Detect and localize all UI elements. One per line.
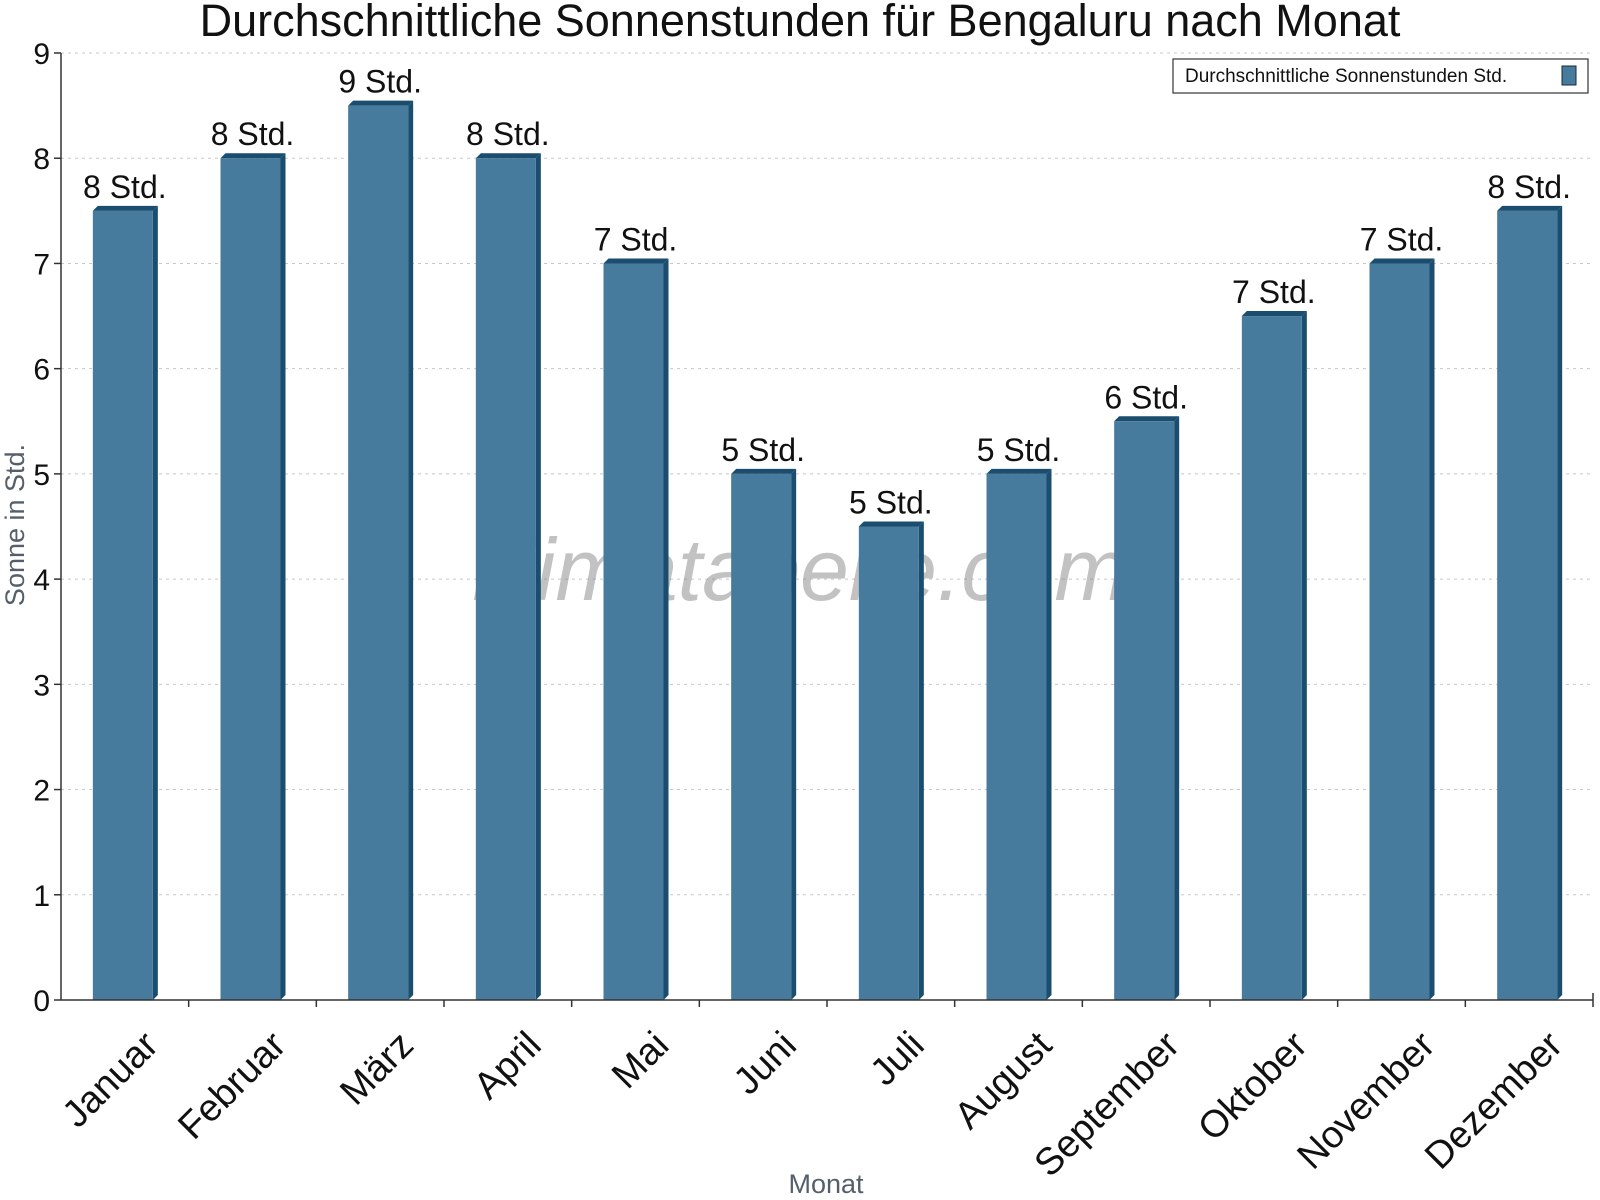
bar-side <box>535 153 541 1000</box>
bar-top <box>220 153 286 159</box>
bar-front <box>348 105 409 1001</box>
data-labels: 8 Std. 8 Std. 9 Std. 8 Std. 7 Std. 5 Std. 5 St… <box>83 64 1571 521</box>
bar-front <box>220 158 281 1000</box>
bar-September <box>1114 416 1180 1000</box>
x-axis-title: Monat <box>788 1169 864 1199</box>
x-tick-label: Juli <box>863 1024 933 1094</box>
y-tick-label: 0 <box>33 985 50 1018</box>
bar-top <box>475 153 541 159</box>
x-tick-label: März <box>332 1024 421 1113</box>
bar-top <box>603 258 669 264</box>
bar-top <box>1114 416 1180 422</box>
y-tick-label: 1 <box>33 880 50 913</box>
bar-top <box>986 468 1052 474</box>
x-tick-label: Dezember <box>1417 1024 1571 1178</box>
bar-side <box>152 205 158 1001</box>
bar-side <box>408 100 414 1001</box>
x-tick-label: August <box>947 1024 1061 1138</box>
bar-side <box>1301 311 1307 1000</box>
bar-top <box>1497 205 1563 211</box>
legend-label: Durchschnittliche Sonnenstunden Std. <box>1185 66 1507 87</box>
data-label: 8 Std. <box>466 116 550 152</box>
data-label: 7 Std. <box>594 221 678 257</box>
bar-side <box>918 521 924 1000</box>
bar-top <box>92 205 158 211</box>
x-tick-label: April <box>466 1024 549 1107</box>
data-label: 8 Std. <box>211 116 295 152</box>
bar-front <box>1114 421 1175 1000</box>
bar-front <box>603 263 664 1000</box>
bar-top <box>858 521 924 527</box>
x-tick-label: Januar <box>55 1024 167 1136</box>
bar-front <box>858 526 919 1000</box>
x-tick-label: November <box>1290 1024 1444 1178</box>
bar-November <box>1369 258 1435 1000</box>
bar-April <box>475 153 541 1000</box>
legend: Durchschnittliche Sonnenstunden Std. <box>1172 58 1589 94</box>
bar-Oktober <box>1241 311 1307 1000</box>
x-tick-label: Februar <box>170 1024 294 1148</box>
bar-Juni <box>731 468 797 1000</box>
axes <box>54 52 1594 1007</box>
y-tick-label: 6 <box>33 354 50 387</box>
data-label: 5 Std. <box>849 485 933 521</box>
bar-front <box>1497 210 1558 1001</box>
data-label: 7 Std. <box>1232 274 1316 310</box>
y-tick-label: 2 <box>33 775 50 808</box>
y-tick-label: 5 <box>33 459 50 492</box>
y-tick-label: 7 <box>33 248 50 281</box>
data-label: 7 Std. <box>1360 221 1444 257</box>
data-label: 6 Std. <box>1104 379 1188 415</box>
bar-side <box>791 468 797 1000</box>
bar-front <box>986 473 1047 1000</box>
x-tick-label: Mai <box>604 1024 677 1097</box>
data-label: 9 Std. <box>338 64 422 100</box>
data-label: 8 Std. <box>1487 169 1571 205</box>
x-tick-labels: Januar Februar März April Mai Juni Juli AugustS… <box>55 1024 1571 1185</box>
bar-top <box>1369 258 1435 264</box>
bar-side <box>1174 416 1180 1000</box>
y-tick-labels: 0 1 2 3 4 5 6 7 8 9 <box>33 38 50 1018</box>
bar-side <box>1557 205 1563 1001</box>
legend-box <box>1172 58 1589 94</box>
bar-Januar <box>92 205 158 1001</box>
bar-front <box>731 473 792 1000</box>
legend-swatch <box>1561 65 1577 86</box>
data-label: 5 Std. <box>721 432 805 468</box>
grid <box>61 52 1593 896</box>
y-tick-label: 3 <box>33 669 50 702</box>
bars <box>92 100 1563 1001</box>
data-label: 5 Std. <box>977 432 1061 468</box>
bar-top <box>348 100 414 106</box>
bar-top <box>731 468 797 474</box>
bar-Mai <box>603 258 669 1000</box>
bar-Februar <box>220 153 286 1000</box>
y-tick-label: 8 <box>33 143 50 176</box>
bar-front <box>92 210 153 1001</box>
bar-front <box>1369 263 1430 1000</box>
data-label: 8 Std. <box>83 169 167 205</box>
y-tick-label: 4 <box>33 564 50 597</box>
chart-title: Durchschnittliche Sonnenstunden für Beng… <box>200 0 1401 46</box>
bar-front <box>475 158 536 1000</box>
bar-side <box>1429 258 1435 1000</box>
bar-Juli <box>858 521 924 1000</box>
bar-side <box>1046 468 1052 1000</box>
bar-März <box>348 100 414 1001</box>
x-tick-label: Juni <box>726 1024 805 1103</box>
bar-side <box>663 258 669 1000</box>
x-tick-label: Oktober <box>1190 1024 1316 1150</box>
bar-side <box>280 153 286 1000</box>
bar-Dezember <box>1497 205 1563 1001</box>
y-axis-title: Sonne in Std. <box>0 444 30 606</box>
y-tick-label: 9 <box>33 38 50 71</box>
bar-top <box>1241 311 1307 317</box>
bar-August <box>986 468 1052 1000</box>
bar-front <box>1241 316 1302 1000</box>
